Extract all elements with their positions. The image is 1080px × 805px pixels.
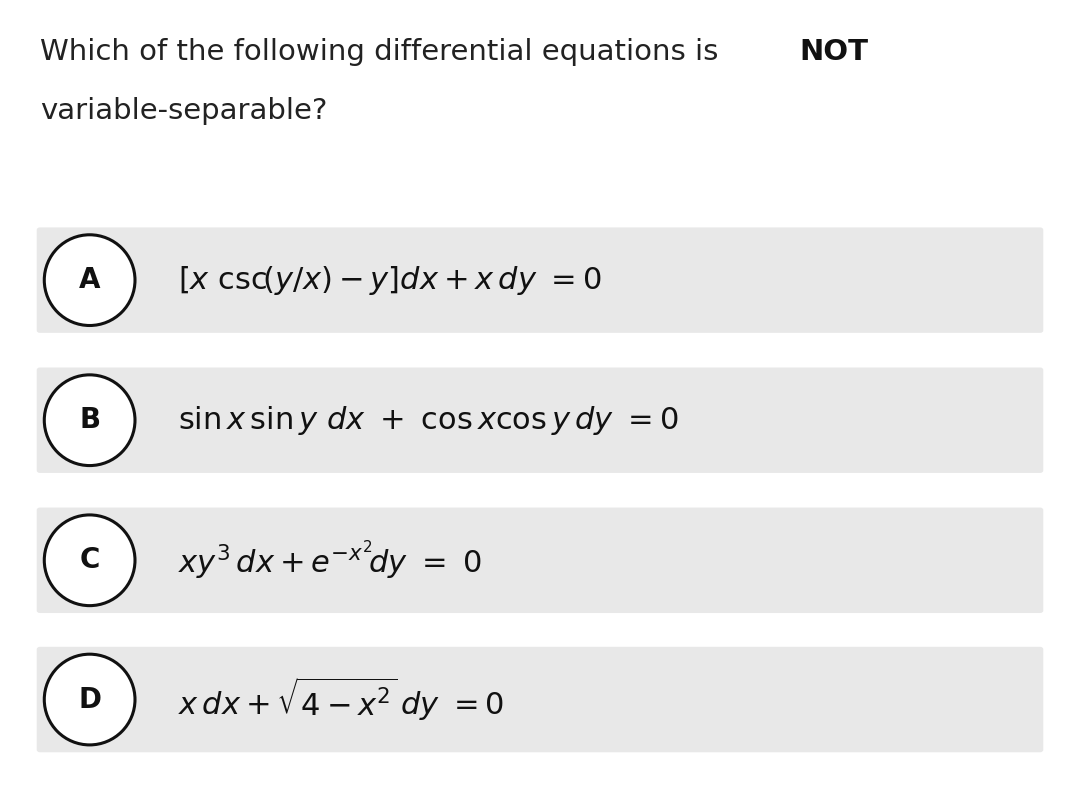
Text: $\sin x\,\sin y\ dx\ +\ \cos x\cos y\,dy\ =0$: $\sin x\,\sin y\ dx\ +\ \cos x\cos y\,dy… [178, 404, 679, 436]
Text: Which of the following differential equations is: Which of the following differential equa… [40, 39, 728, 66]
Text: B: B [79, 407, 100, 434]
Text: $x\,dx + \sqrt{4-x^2}\,dy\ =0$: $x\,dx + \sqrt{4-x^2}\,dy\ =0$ [178, 675, 504, 724]
Text: A: A [79, 266, 100, 294]
FancyBboxPatch shape [37, 647, 1043, 752]
Text: variable-separable?: variable-separable? [40, 97, 327, 125]
Ellipse shape [44, 515, 135, 605]
Text: NOT: NOT [799, 39, 868, 66]
Ellipse shape [44, 235, 135, 325]
Text: C: C [80, 547, 99, 574]
Ellipse shape [44, 375, 135, 465]
Text: D: D [78, 686, 102, 713]
Ellipse shape [44, 654, 135, 745]
Text: $\left[x\ \mathrm{csc}\!\left(y/x\right) - y\right]dx + x\,dy\ =0$: $\left[x\ \mathrm{csc}\!\left(y/x\right)… [178, 264, 602, 296]
FancyBboxPatch shape [37, 227, 1043, 333]
Text: $xy^3\,dx + e^{-x^2}\!dy\ =\ 0$: $xy^3\,dx + e^{-x^2}\!dy\ =\ 0$ [178, 539, 483, 582]
FancyBboxPatch shape [37, 508, 1043, 613]
FancyBboxPatch shape [37, 367, 1043, 473]
